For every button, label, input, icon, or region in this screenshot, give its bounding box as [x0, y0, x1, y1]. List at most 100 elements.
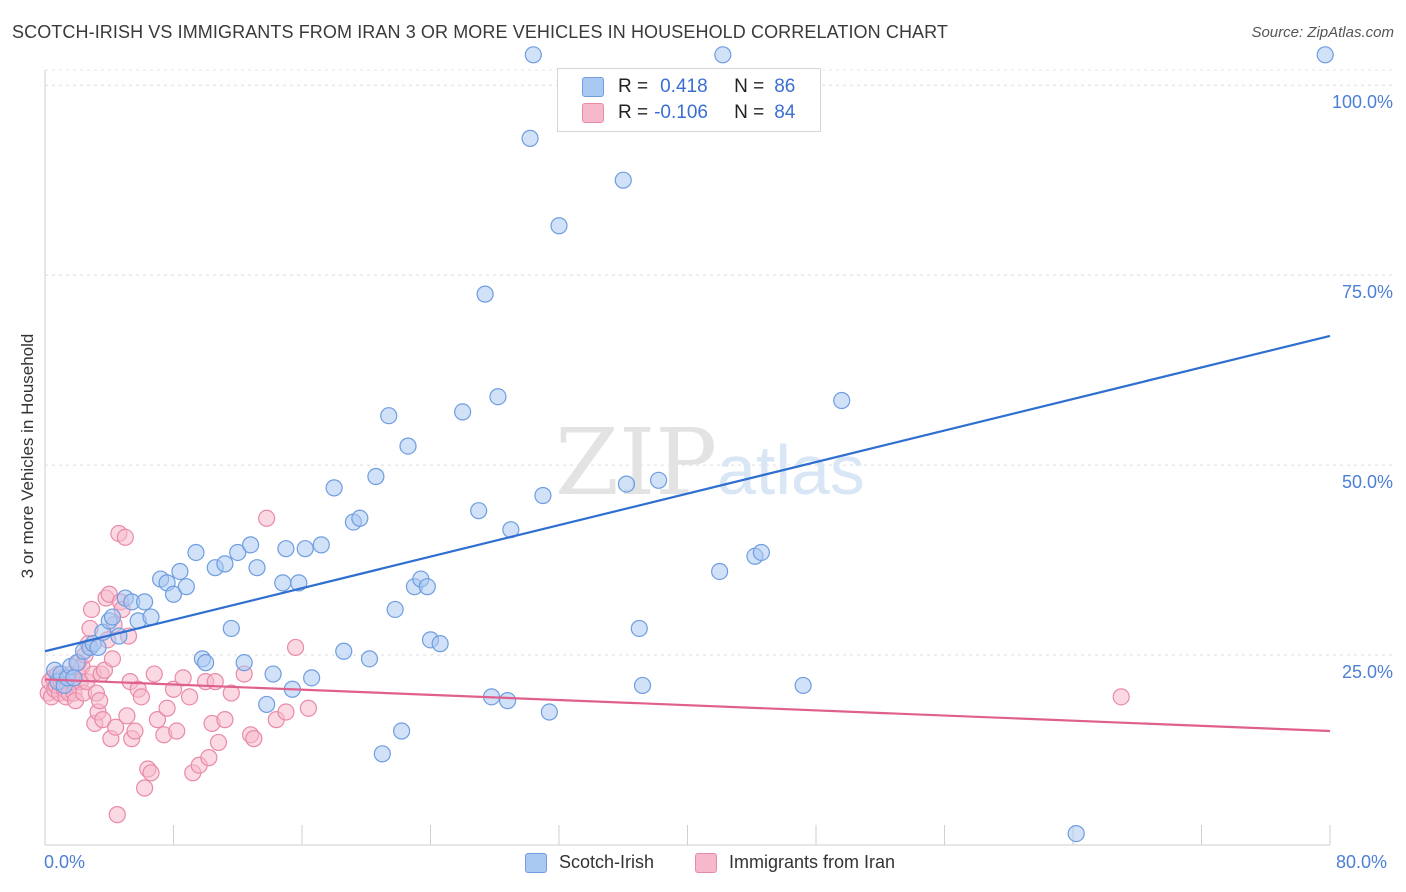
data-point [258, 509, 276, 527]
y-tick-label: 25.0% [1342, 662, 1393, 682]
data-point [633, 676, 652, 695]
data-point [312, 536, 330, 554]
data-point [82, 600, 101, 619]
data-point [89, 638, 107, 657]
data-point [180, 688, 199, 706]
legend-r-value: 0.418 [660, 76, 708, 97]
trend-lines [44, 334, 1331, 733]
data-point [630, 619, 648, 638]
data-point [197, 654, 215, 672]
stats-legend: R = 0.418 N = 86 R = -0.106 N = 84 [557, 68, 821, 132]
data-point [116, 528, 134, 546]
data-point [142, 764, 160, 782]
data-point [367, 467, 385, 486]
data-point [380, 407, 398, 425]
data-point [833, 391, 851, 410]
data-point [386, 600, 404, 619]
data-point [118, 707, 136, 725]
data-point [168, 722, 186, 740]
data-point [299, 699, 318, 717]
data-point [1112, 688, 1130, 706]
data-point [711, 562, 729, 581]
legend-n-value: 84 [774, 102, 796, 123]
data-point [174, 669, 192, 687]
y-tick-label: 100.0% [1332, 92, 1393, 112]
data-point [534, 486, 552, 505]
data-point [454, 403, 472, 421]
data-point [264, 665, 282, 683]
legend-swatch-immigrants-from-iran [582, 103, 604, 123]
data-point [499, 692, 517, 710]
data-point [303, 669, 321, 687]
legend-row-immigrants-from-iran: R = -0.106 N = 84 [582, 101, 795, 125]
data-point [110, 627, 128, 645]
series-legend-label-scotch-irish: Scotch-Irish [559, 852, 655, 872]
data-point [277, 703, 295, 721]
data-point [200, 749, 218, 767]
data-point [248, 559, 266, 577]
data-point [614, 171, 632, 189]
data-point [399, 437, 417, 455]
data-point [286, 638, 305, 657]
data-point [470, 502, 488, 520]
data-point [158, 699, 176, 717]
legend-r-label: R = [618, 76, 649, 97]
series-legend-immigrants-from-iran: Immigrants from Iran [695, 852, 895, 873]
legend-n-label: N = [734, 76, 765, 97]
watermark-atlas: atlas [717, 431, 865, 509]
legend-r-value: -0.106 [654, 102, 708, 123]
x-tick-label-max: 80.0% [1336, 852, 1388, 872]
data-point [1316, 46, 1334, 64]
data-point [216, 555, 234, 573]
data-point [274, 574, 292, 592]
data-point [752, 543, 770, 562]
data-point [235, 654, 253, 672]
data-point [108, 806, 126, 824]
data-point [142, 608, 160, 626]
trend-line [44, 334, 1331, 653]
data-point [431, 635, 449, 653]
data-point [550, 217, 568, 235]
data-point [392, 722, 411, 740]
data-point [521, 129, 539, 147]
watermark-zip: ZIP [555, 409, 717, 516]
watermark: ZIP atlas [555, 409, 865, 516]
data-point [91, 692, 109, 710]
data-point [107, 718, 125, 736]
legend-row-scotch-irish: R = 0.418 N = 86 [582, 75, 795, 99]
data-point [325, 479, 343, 497]
data-point [65, 669, 83, 687]
data-point [524, 46, 542, 64]
data-point [209, 733, 228, 752]
data-point [187, 543, 205, 562]
data-point [103, 608, 122, 626]
data-point [476, 285, 494, 303]
series-legend-label-immigrants-from-iran: Immigrants from Iran [729, 852, 896, 872]
data-point [418, 578, 436, 596]
data-point [126, 722, 144, 740]
data-point [794, 676, 812, 695]
chart-title: SCOTCH-IRISH VS IMMIGRANTS FROM IRAN 3 O… [12, 22, 949, 42]
data-point [222, 619, 240, 638]
data-point [145, 665, 163, 683]
data-point [245, 730, 263, 748]
data-point [373, 745, 391, 763]
data-point [360, 650, 379, 668]
trend-line [44, 678, 1331, 733]
legend-swatch-scotch-irish [582, 77, 604, 97]
chart-source: Source: ZipAtlas.com [1251, 24, 1394, 41]
legend-r-label: R = [618, 102, 649, 123]
data-point [617, 475, 636, 493]
data-point [242, 536, 260, 554]
data-point [489, 388, 507, 406]
data-point [277, 540, 295, 558]
series-legend-swatch-immigrants-from-iran [695, 852, 717, 873]
data-point [222, 684, 240, 702]
series-scotch-irish-points [46, 46, 1334, 843]
x-tick-label-min: 0.0% [44, 852, 86, 872]
data-point [148, 711, 167, 729]
data-point [1067, 825, 1085, 843]
data-point [351, 509, 369, 527]
y-tick-label: 50.0% [1342, 472, 1393, 492]
